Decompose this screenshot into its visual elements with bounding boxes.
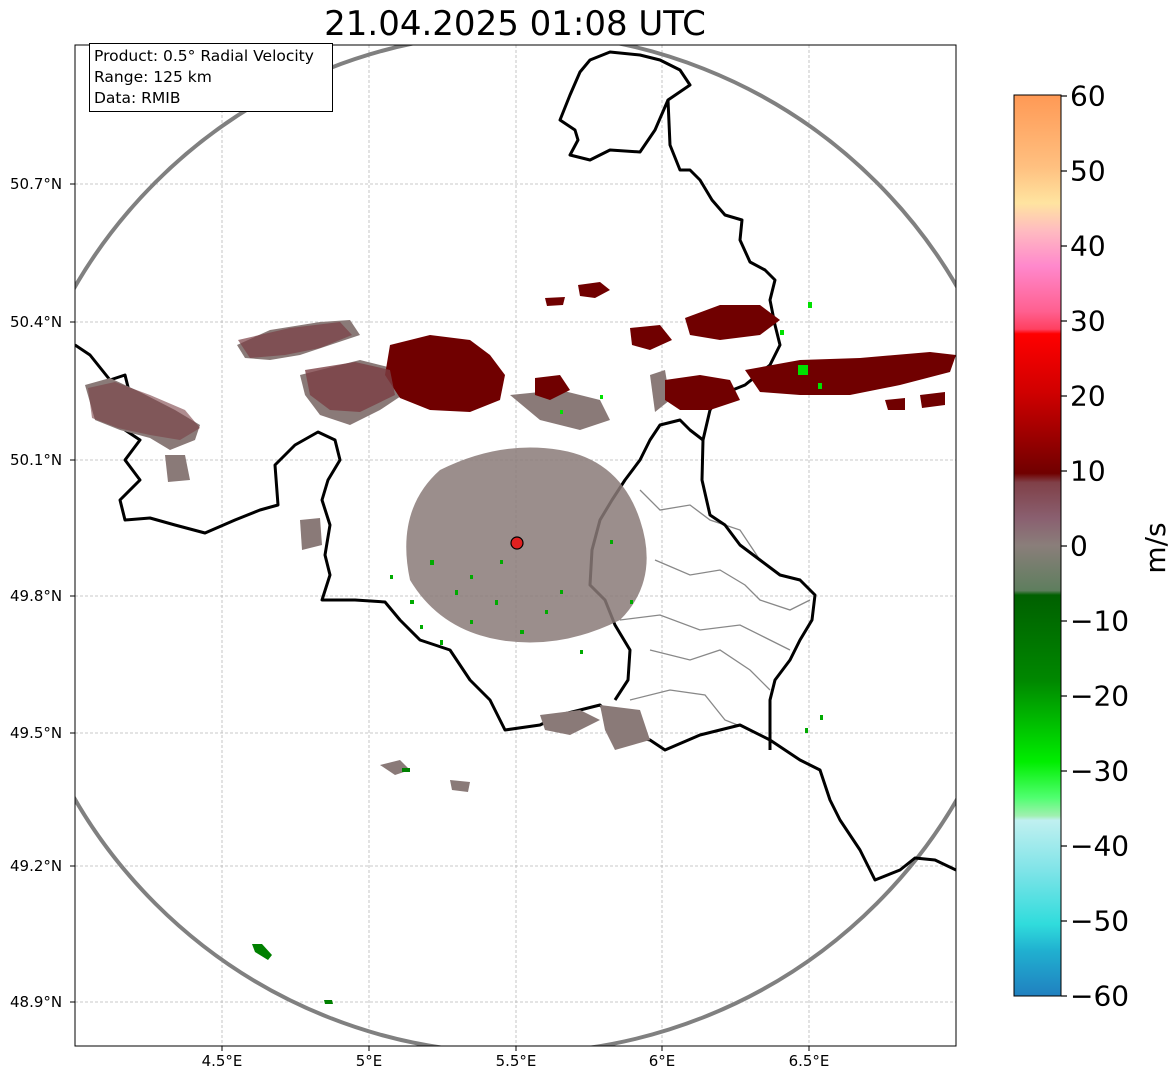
info-data-source: Data: RMIB — [94, 89, 181, 107]
lon-label: 4.5°E — [201, 1052, 243, 1070]
lon-label: 6°E — [648, 1052, 676, 1070]
echo-outbound — [385, 282, 956, 412]
echo-maroon — [88, 322, 395, 440]
colorbar-tick-label: −50 — [1070, 904, 1130, 938]
lat-label: 49.8°N — [10, 587, 63, 605]
colorbar-label: m/s — [1139, 522, 1171, 574]
map-title: 21.04.2025 01:08 UTC — [324, 4, 706, 44]
colorbar-tick-label: 10 — [1070, 454, 1106, 488]
lat-label: 50.7°N — [10, 175, 63, 193]
colorbar-tick-label: −20 — [1070, 679, 1130, 713]
radar-site-marker — [510, 536, 524, 550]
info-product: Product: 0.5° Radial Velocity — [94, 47, 314, 65]
lon-label: 6.5°E — [788, 1052, 830, 1070]
echo-inbound — [390, 540, 823, 733]
colorbar-tick-label: 40 — [1070, 229, 1106, 263]
lat-label: 50.1°N — [10, 451, 63, 469]
info-box: Product: 0.5° Radial Velocity Range: 125… — [89, 43, 333, 112]
colorbar-ticks — [1061, 95, 1067, 997]
colorbar-tick-label: 0 — [1070, 529, 1088, 563]
lon-label: 5°E — [355, 1052, 383, 1070]
lat-label: 49.5°N — [10, 724, 63, 742]
echo-inbound-dark-far — [252, 768, 410, 1004]
lat-label: 50.4°N — [10, 313, 63, 331]
colorbar-tick-label: −10 — [1070, 604, 1130, 638]
colorbar-tick-label: −40 — [1070, 829, 1130, 863]
colorbar-tick-label: −60 — [1070, 979, 1130, 1013]
lat-label: 49.2°N — [10, 857, 63, 875]
lat-label: 48.9°N — [10, 993, 63, 1011]
colorbar-tick-label: 60 — [1070, 79, 1106, 113]
colorbar — [1013, 94, 1062, 997]
colorbar-tick-label: 20 — [1070, 379, 1106, 413]
colorbar-tick-label: 30 — [1070, 304, 1106, 338]
colorbar-tick-label: 50 — [1070, 154, 1106, 188]
colorbar-tick-label: −30 — [1070, 754, 1130, 788]
info-range: Range: 125 km — [94, 68, 212, 86]
echo-inbound-bright — [560, 302, 822, 414]
lon-label: 5.5°E — [495, 1052, 537, 1070]
axis-ticks — [70, 183, 810, 1051]
